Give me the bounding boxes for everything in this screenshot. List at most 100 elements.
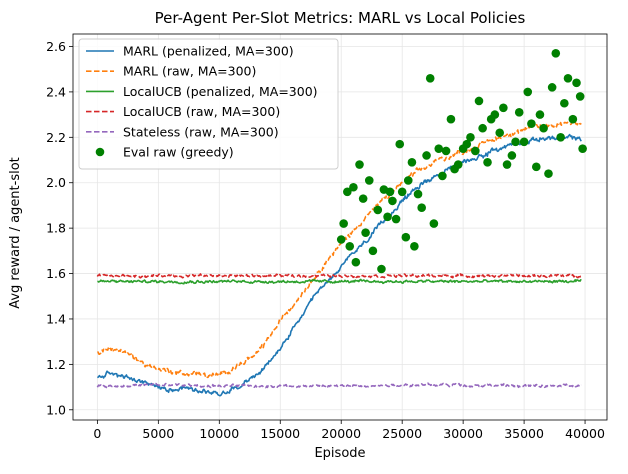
x-tick-label: 10000 [199,426,239,441]
eval-point [563,73,573,83]
eval-point [358,194,368,203]
eval-point [578,144,587,153]
eval-point [395,139,405,149]
x-axis-label: Episode [314,446,365,461]
y-tick-label: 1.8 [46,221,66,236]
series-line-localucb-raw-ma-300 [96,273,582,279]
eval-point [361,228,370,237]
eval-point [403,176,413,185]
legend-label: MARL (penalized, MA=300) [123,44,294,59]
series-line-localucb-penalized-ma-300 [97,278,582,285]
eval-point [343,187,352,197]
eval-point [462,139,472,149]
eval-point [410,242,419,251]
eval-point [364,176,374,185]
eval-point [351,257,361,267]
eval-point [397,187,407,197]
eval-point [438,171,447,181]
legend-box [78,38,339,170]
eval-point [568,114,578,124]
x-tick-label: 20000 [321,426,361,441]
eval-point [478,123,487,133]
eval-point [401,232,411,242]
y-tick-label: 1.4 [46,311,66,326]
eval-point [422,151,431,160]
legend-label: Stateless (raw, MA=300) [123,124,279,139]
eval-point [531,162,541,172]
series-line-stateless-raw-ma-300 [96,382,582,389]
eval-point [547,83,557,92]
eval-point [490,110,500,119]
y-axis-label: Avg reward / agent-slot [8,157,23,309]
grid [73,34,607,420]
eval-point [507,151,517,160]
eval-point [349,182,358,192]
eval-point [429,219,439,228]
eval-point [471,146,480,156]
x-tick-label: 25000 [382,426,422,441]
eval-point [417,203,426,212]
plot-frame [72,33,608,421]
eval-point [407,157,417,167]
eval-point [539,123,548,133]
eval-point [377,264,386,274]
eval-point [551,49,561,58]
eval-point [511,137,520,147]
eval-point [388,196,397,206]
x-tick-label: 30000 [443,426,483,441]
legend: MARL (penalized, MA=300) MARL (raw, MA=30… [78,38,339,170]
eval-point [499,103,508,113]
y-tick-label: 1.2 [46,357,66,372]
legend-marker [95,147,105,157]
x-tick-label: 35000 [504,426,544,441]
y-tick-label: 2.2 [46,130,66,145]
y-tick-label: 2.0 [46,175,66,190]
x-tick-label: 15000 [260,426,300,441]
eval-point [560,98,569,108]
eval-point [466,133,475,142]
eval-point [527,119,536,128]
eval-point [453,160,463,169]
eval-point [373,205,383,215]
eval-point [355,160,364,169]
eval-point [502,160,512,169]
legend-label: Eval raw (greedy) [123,145,234,160]
x-tick-label: 40000 [565,426,605,441]
y-tick-label: 1.6 [46,266,66,281]
eval-point [523,87,533,97]
series-line-marl-raw-ma-300 [97,120,582,379]
series-line-marl-penalized-ma-300 [97,133,582,397]
eval-point [519,137,529,147]
eval-point [446,114,456,124]
eval-point [495,128,505,138]
eval-point [425,73,435,83]
eval-point [345,242,355,251]
eval-point [413,189,423,199]
chart-title: Per-Agent Per-Slot Metrics: MARL vs Loca… [155,9,526,27]
x-tick-label: 0 [93,426,101,441]
legend-label: LocalUCB (penalized, MA=300) [123,84,318,99]
eval-point [575,92,585,101]
eval-point [572,78,581,88]
legend-label: MARL (raw, MA=300) [123,64,256,79]
eval-point [514,108,524,117]
eval-point [441,146,451,156]
eval-point [474,96,484,106]
eval-point [556,133,565,142]
eval-point [339,219,348,228]
y-tick-label: 1.0 [46,402,66,417]
y-tick-label: 2.6 [46,39,66,54]
x-tick-label: 5000 [142,426,174,441]
eval-point [535,110,545,119]
plot-area [96,49,587,397]
eval-point [336,235,346,244]
eval-point [483,157,492,167]
axis-ticks: 0 5000 10000 15000 20000 25000 30000 35000 40000… [46,39,605,441]
eval-point [385,187,395,197]
eval-point [434,144,444,153]
eval-point [391,214,401,224]
eval-point [544,169,553,178]
eval-point [368,246,378,256]
